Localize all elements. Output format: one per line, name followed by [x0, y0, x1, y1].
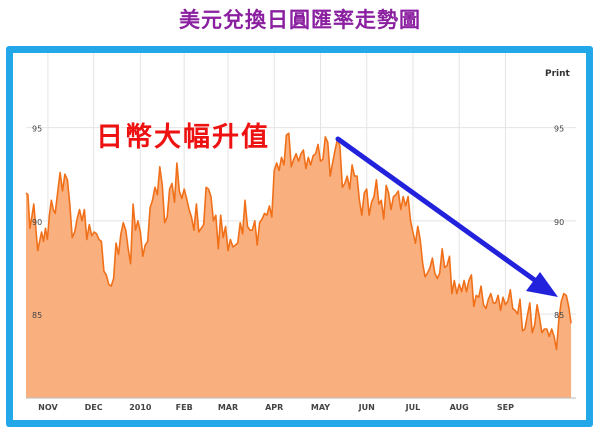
- y-tick-label-right-1: 90: [554, 218, 564, 227]
- y-tick-label-left-0: 85: [32, 311, 42, 320]
- series-area: [26, 133, 572, 398]
- axis-layer: 85 85 90 90 95 95 NOV DEC 2010 FEB MAR APR MAY JUN JUL…: [26, 125, 576, 412]
- page-title: 美元兌換日圓匯率走勢圖: [179, 8, 421, 32]
- series-line: [25, 132, 572, 351]
- x-tick-label-8: JUL: [405, 403, 421, 412]
- print-link[interactable]: Print: [545, 69, 571, 79]
- y-tick-label-right-2: 95: [554, 125, 564, 134]
- x-tick-label-7: JUN: [358, 403, 375, 412]
- x-tick-label-4: MAR: [218, 403, 238, 412]
- x-tick-label-10: SEP: [497, 403, 514, 412]
- y-tick-label-right-0: 85: [554, 311, 564, 320]
- trend-arrow: [335, 136, 558, 297]
- x-tick-label-0: NOV: [38, 403, 58, 412]
- trend-arrow-head: [526, 272, 558, 297]
- y-tick-label-left-2: 95: [32, 125, 42, 134]
- x-tick-label-2: 2010: [129, 403, 152, 412]
- chart-panel: 85 85 90 90 95 95 NOV DEC 2010 FEB MAR APR MAY JUN JUL…: [13, 53, 586, 420]
- x-tick-label-3: FEB: [176, 403, 193, 412]
- x-tick-label-6: MAY: [311, 403, 330, 412]
- series-layer: [25, 132, 572, 398]
- x-tick-label-9: AUG: [450, 403, 469, 412]
- x-tick-label-1: DEC: [85, 403, 103, 412]
- y-tick-label-left-1: 90: [32, 218, 42, 227]
- trend-arrow-shaft: [335, 136, 539, 284]
- exchange-rate-chart: 85 85 90 90 95 95 NOV DEC 2010 FEB MAR APR MAY JUN JUL…: [25, 53, 576, 412]
- x-tick-label-5: APR: [265, 403, 283, 412]
